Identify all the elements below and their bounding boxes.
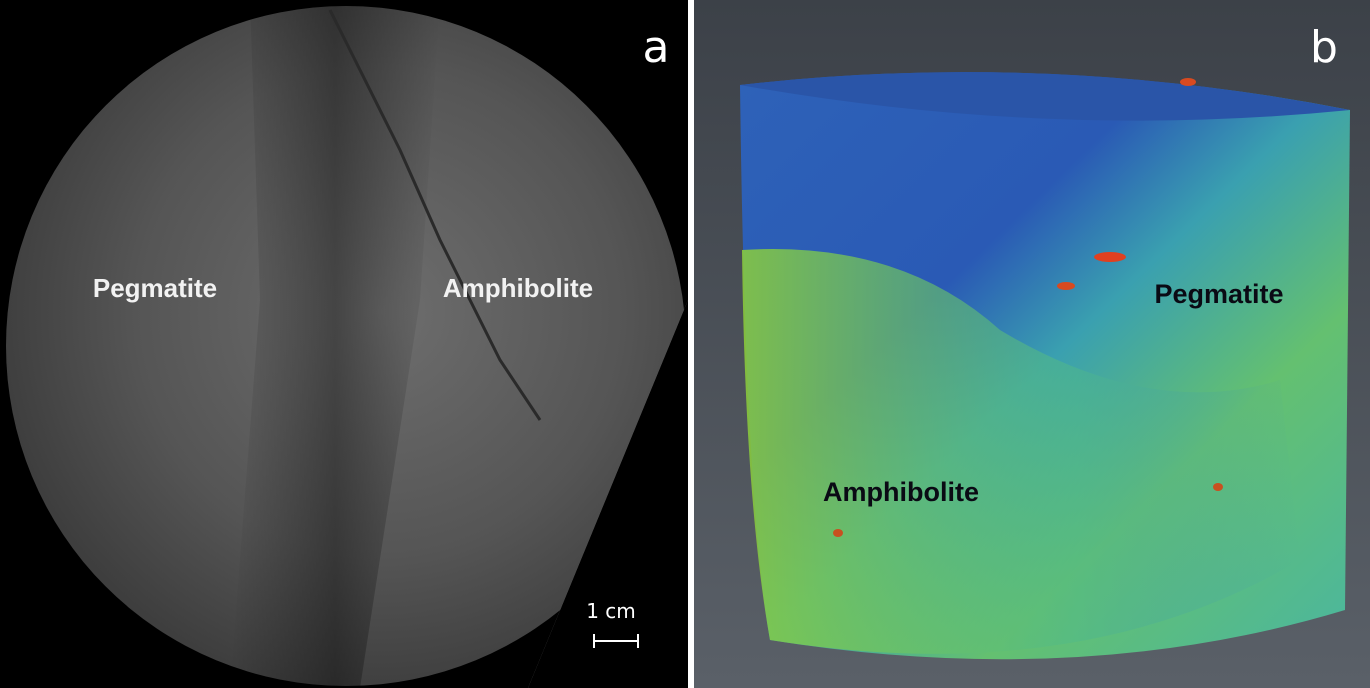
- annotation: Pegmatite: [93, 273, 217, 303]
- panel-label: b: [1310, 22, 1338, 73]
- panel-label: a: [643, 22, 670, 73]
- scale-bar-label: 1 cm: [586, 599, 636, 623]
- figure: a Pegmatite Amphibolite 1 cm b Pegmatite…: [0, 0, 1370, 688]
- annotation: Pegmatite: [1154, 279, 1283, 309]
- divider: [688, 0, 694, 688]
- inclusion: [1057, 282, 1075, 290]
- inclusion: [1180, 78, 1196, 86]
- annotation: Amphibolite: [823, 477, 979, 507]
- annotation: Amphibolite: [443, 273, 593, 303]
- panel-b: b Pegmatite Amphibolite: [694, 0, 1370, 688]
- inclusion: [1094, 252, 1126, 262]
- inclusion: [833, 529, 843, 537]
- panel-a: a Pegmatite Amphibolite 1 cm: [0, 0, 688, 688]
- inclusion: [1213, 483, 1223, 491]
